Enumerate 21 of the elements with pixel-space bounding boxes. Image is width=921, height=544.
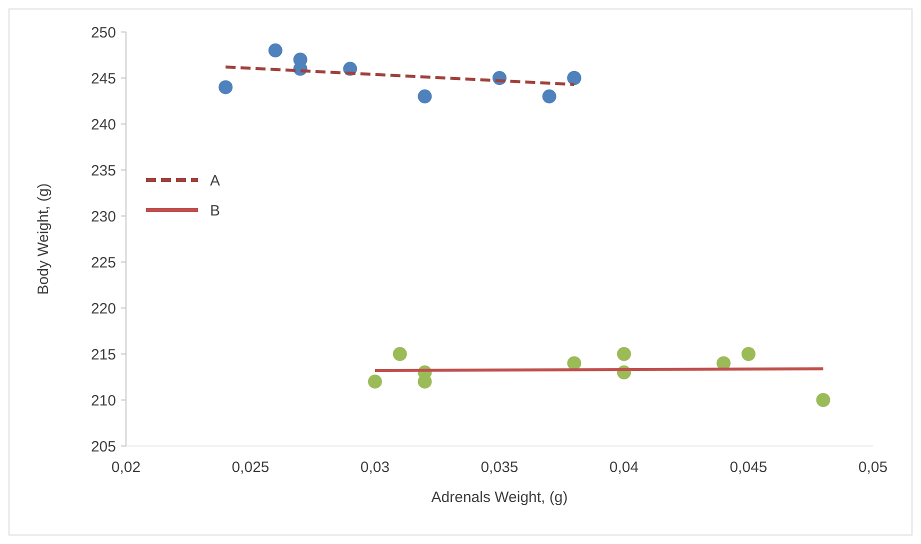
y-tick-label: 235 (90, 162, 116, 180)
y-tick-label: 240 (90, 116, 116, 134)
x-tick-label: 0,03 (360, 459, 390, 476)
x-tick-label: 0,04 (609, 459, 639, 476)
y-tick-label: 245 (90, 70, 116, 88)
y-tick-label: 230 (90, 208, 116, 226)
y-tick-label: 220 (90, 300, 116, 318)
y-axis-title: Body Weight, (g) (35, 183, 52, 295)
y-tick-label: 210 (90, 392, 116, 410)
y-tick-label: 215 (90, 346, 116, 364)
x-tick-label: 0,02 (111, 459, 141, 476)
y-tick-label: 250 (90, 24, 116, 42)
y-tick-label: 205 (90, 438, 116, 456)
x-tick-label: 0,035 (480, 459, 518, 476)
x-tick-label: 0,045 (730, 459, 768, 476)
legend-label: A (210, 172, 220, 190)
x-tick-label: 0,05 (858, 459, 888, 476)
x-tick-label: 0,025 (232, 459, 270, 476)
x-axis-title: Adrenals Weight, (g) (431, 489, 568, 506)
legend-label: B (210, 202, 220, 220)
y-tick-label: 225 (90, 254, 116, 272)
